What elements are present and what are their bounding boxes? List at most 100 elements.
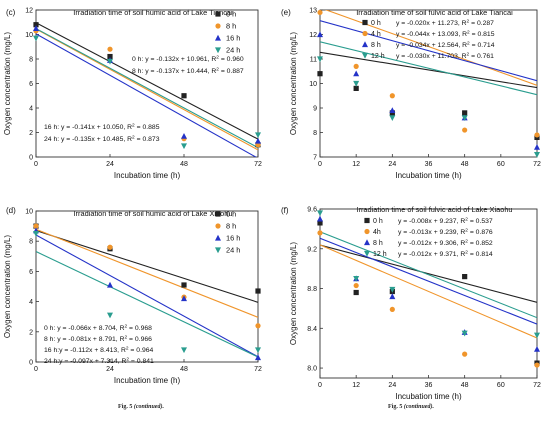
- x-tick-label: 48: [180, 161, 188, 168]
- legend-marker: [215, 23, 221, 29]
- y-tick-label: 4: [29, 106, 33, 113]
- y-tick-label: 6: [29, 81, 33, 88]
- fit-line: [320, 51, 537, 89]
- chart-title: Irradiation time of soil humic acid of L…: [74, 209, 233, 218]
- chart-panel: (f) Irradiation time of soil fulvic acid …: [281, 205, 541, 401]
- data-point: [353, 282, 359, 289]
- caption-note: (continued).: [403, 404, 435, 410]
- caption-right: Fig. 5 (continued).: [388, 404, 434, 410]
- legend: 0 h 4h 8 h 12 h: [364, 217, 387, 258]
- y-tick-label: 8: [29, 239, 33, 246]
- fit-equation: y = -0.034x + 12.564, R2 = 0.714: [396, 41, 495, 50]
- equation-superscript: 2: [465, 250, 468, 256]
- data-point: [534, 144, 540, 150]
- data-point: [317, 220, 323, 226]
- chart-panel: (e) Irradiation time of soil fulvic acid …: [281, 8, 541, 181]
- fit-line: [36, 228, 258, 318]
- legend-label: 0 h: [373, 218, 383, 225]
- data-point: [181, 295, 187, 302]
- y-tick-label: 8.0: [307, 366, 317, 373]
- x-axis-label: Incubation time (h): [395, 171, 462, 180]
- x-tick-label: 60: [497, 382, 505, 389]
- equation-r2: = 0.876: [468, 229, 493, 236]
- legend-marker: [215, 234, 221, 241]
- data-point: [317, 230, 323, 236]
- x-tick-label: 72: [254, 161, 262, 168]
- y-tick-label: 9.6: [307, 207, 317, 214]
- fit-equation: y = -0.030x + 11.703, R2 = 0.761: [396, 52, 494, 61]
- fit-equation: 8 h: y = -0.081x + 8.791, R2 = 0.966: [44, 335, 152, 344]
- legend-label: 4h: [373, 229, 381, 236]
- x-tick-label: 12: [352, 161, 360, 168]
- equation-superscript: 2: [465, 217, 468, 223]
- fit-equation: 0 h: y = -0.132x + 10.961, R2 = 0.960: [132, 55, 244, 64]
- x-tick-label: 72: [533, 382, 541, 389]
- fit-line: [320, 244, 537, 339]
- legend-label: 8 h: [373, 240, 383, 247]
- legend-label: 8 h: [371, 42, 381, 49]
- y-axis-label: Oxygen concentration (mg/L): [3, 235, 12, 338]
- legend-label: 16 h: [226, 234, 240, 243]
- panel-label: (c): [6, 8, 16, 17]
- legend-marker: [215, 223, 221, 229]
- legend-marker: [215, 47, 221, 54]
- y-tick-label: 2: [29, 130, 33, 137]
- data-point: [181, 143, 187, 150]
- equation-superscript: 2: [126, 346, 129, 352]
- legend-marker: [362, 41, 368, 48]
- y-tick-label: 8: [29, 57, 33, 64]
- equation-body: 8 h: y = -0.137x + 10.444, R: [132, 68, 216, 75]
- chart-panel: (d) Irradiation time of soil humic acid o…: [3, 206, 262, 385]
- data-point: [462, 274, 468, 280]
- fit-equation: y = -0.044x + 13.093, R2 = 0.815: [396, 30, 495, 39]
- data-point: [33, 231, 39, 237]
- x-tick-label: 48: [461, 382, 469, 389]
- data-point: [534, 362, 540, 368]
- equation-superscript: 2: [126, 357, 129, 363]
- chart-title: Irradiation time of soil fulvic acid of …: [356, 205, 512, 214]
- equation-body: 0 h: y = -0.066x + 8.704, R: [44, 325, 125, 332]
- y-axis-label: Oxygen concentration (mg/L): [3, 32, 12, 135]
- legend-label: 12 h: [371, 53, 385, 60]
- fit-equation: y = -0.013x + 9.239, R2 = 0.876: [398, 228, 493, 237]
- data-point: [353, 289, 359, 296]
- equation-body: y = -0.044x + 13.093, R: [396, 31, 467, 38]
- equation-body: y = -0.030x + 11.703, R: [396, 53, 467, 60]
- data-point: [534, 132, 540, 138]
- caption-label: Fig. 5: [388, 404, 403, 410]
- equation-superscript: 2: [467, 52, 470, 58]
- data-point: [317, 56, 323, 63]
- data-point: [353, 85, 359, 91]
- caption-label: Fig. 5: [118, 404, 133, 410]
- equation-superscript: 2: [467, 30, 470, 36]
- equation-superscript: 2: [465, 228, 468, 234]
- legend: 0 h 8 h 16 h 24 h: [215, 210, 240, 255]
- y-tick-label: 7: [313, 155, 317, 162]
- fit-equation: y = -0.020x + 11.273, R2 = 0.287: [396, 19, 494, 28]
- data-point: [353, 275, 360, 282]
- x-tick-label: 36: [425, 161, 433, 168]
- x-tick-label: 12: [352, 382, 360, 389]
- fit-equation: 0 h: y = -0.066x + 8.704, R2 = 0.968: [44, 324, 152, 333]
- legend-marker: [364, 239, 370, 246]
- fit-line: [320, 20, 537, 82]
- y-tick-label: 0: [29, 155, 33, 162]
- data-point: [107, 53, 113, 60]
- fit-line: [36, 251, 258, 358]
- fit-line: [324, 10, 537, 86]
- equation-superscript: 2: [216, 67, 219, 73]
- caption-note: (continued).: [133, 404, 165, 410]
- data-point: [181, 347, 187, 354]
- legend-label: 0 h: [226, 10, 236, 19]
- data-point: [255, 288, 261, 294]
- caption-left: Fig. 5 (continued).: [118, 404, 164, 410]
- data-point: [389, 306, 395, 313]
- data-point: [33, 35, 39, 42]
- fit-equation: y = -0.008x + 9.237, R2 = 0.537: [398, 217, 493, 226]
- legend: 0 h 8 h 16 h 24 h: [215, 10, 240, 55]
- equation-body: 16 h: y = -0.141x + 10.050, R: [44, 124, 132, 131]
- panel-label: (f): [281, 206, 289, 215]
- y-tick-label: 0: [29, 360, 33, 367]
- fit-line: [36, 234, 258, 358]
- y-tick-label: 9.2: [307, 246, 317, 253]
